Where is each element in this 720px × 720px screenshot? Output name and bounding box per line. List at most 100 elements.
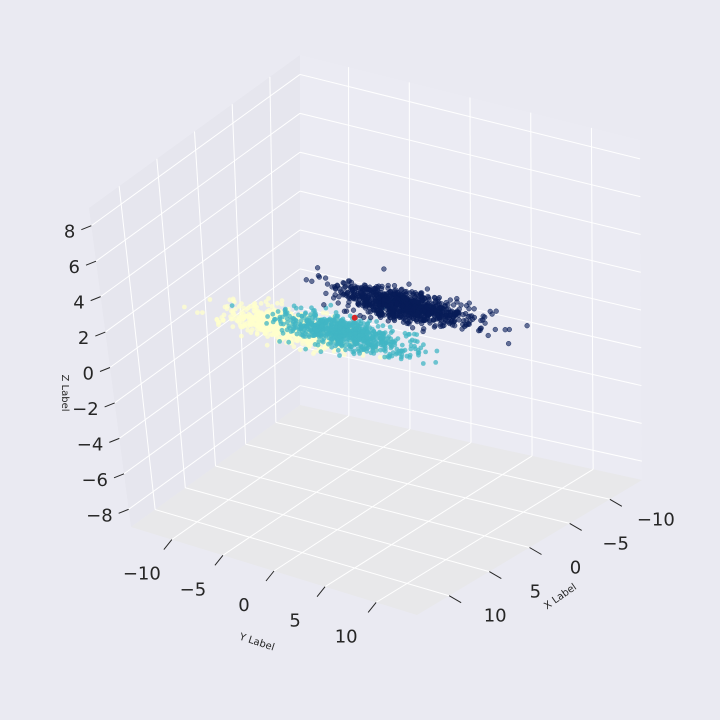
scatter-point bbox=[455, 312, 462, 318]
scatter-point bbox=[272, 316, 278, 322]
scatter-point bbox=[298, 332, 304, 337]
scatter-point bbox=[423, 304, 429, 310]
floor-grid-y bbox=[222, 428, 411, 556]
scatter-point bbox=[314, 328, 320, 334]
x-tick-label: 10 bbox=[484, 606, 507, 627]
scatter-point bbox=[370, 348, 376, 354]
scatter-point bbox=[234, 317, 240, 323]
scatter-point bbox=[275, 300, 280, 306]
scatter-point bbox=[367, 287, 373, 293]
scatter-point bbox=[316, 339, 322, 344]
scatter-point bbox=[291, 324, 296, 330]
scatter-point bbox=[261, 327, 266, 333]
scatter-point bbox=[399, 348, 405, 354]
x-tick-label: 5 bbox=[530, 582, 541, 603]
scatter-point bbox=[286, 339, 292, 345]
wall-grid-z bbox=[123, 346, 301, 475]
scatter-point bbox=[469, 313, 475, 319]
scatter-point bbox=[311, 333, 317, 338]
scatter-point bbox=[404, 353, 410, 359]
scatter-point bbox=[375, 324, 381, 329]
scatter-point bbox=[524, 323, 530, 329]
scatter-point bbox=[348, 279, 355, 286]
scatter-point bbox=[433, 360, 439, 365]
scatter-point bbox=[431, 324, 438, 330]
scatter-point bbox=[380, 323, 386, 329]
scatter-point bbox=[341, 285, 347, 291]
scatter-point bbox=[378, 340, 383, 346]
scatter-point bbox=[321, 302, 327, 308]
scatter-point bbox=[417, 316, 423, 322]
x-tick-label: −5 bbox=[602, 533, 629, 554]
scatter-point bbox=[320, 338, 325, 343]
z-tick bbox=[90, 296, 101, 302]
scatter-point bbox=[433, 303, 439, 309]
scatter-point bbox=[356, 285, 362, 291]
scatter-point bbox=[408, 343, 414, 349]
scatter-point bbox=[378, 292, 384, 298]
scatter-point bbox=[251, 301, 257, 307]
left-pane bbox=[89, 55, 300, 527]
scatter-point bbox=[378, 347, 383, 353]
scatter-point bbox=[328, 302, 334, 308]
scatter-point bbox=[388, 294, 395, 301]
wall-grid-z bbox=[114, 268, 301, 404]
scatter-point bbox=[386, 355, 392, 360]
scatter-point bbox=[358, 343, 363, 348]
wall-grid-z2 bbox=[299, 112, 641, 198]
scatter-point bbox=[419, 320, 425, 327]
scatter-point bbox=[307, 327, 313, 333]
y-tick-label: 10 bbox=[335, 626, 358, 647]
scatter-point bbox=[416, 352, 421, 358]
scatter-point bbox=[265, 314, 270, 319]
scatter-point bbox=[295, 338, 301, 344]
scatter-point bbox=[394, 350, 400, 356]
z-tick bbox=[85, 260, 97, 266]
scatter-point bbox=[350, 349, 356, 355]
scatter-point bbox=[264, 330, 270, 336]
scatter-point bbox=[324, 311, 330, 316]
scatter-point bbox=[357, 296, 363, 303]
scatter-point bbox=[404, 300, 410, 307]
scatter-point bbox=[447, 297, 453, 303]
scatter-point bbox=[335, 300, 341, 306]
scatter-point bbox=[310, 314, 316, 320]
scatter-point bbox=[391, 283, 398, 289]
scatter-point bbox=[392, 340, 397, 345]
scatter-point bbox=[368, 338, 374, 344]
x-tick bbox=[609, 498, 623, 507]
scatter-point bbox=[246, 314, 252, 320]
scatter-point bbox=[285, 336, 291, 341]
scatter-point bbox=[466, 321, 472, 327]
scatter-point bbox=[297, 347, 303, 353]
z-tick-label: 8 bbox=[64, 222, 75, 243]
x-tick bbox=[529, 547, 542, 555]
scatter-point bbox=[339, 342, 345, 348]
scatter-point bbox=[231, 311, 237, 317]
scatter-point bbox=[195, 310, 200, 315]
scatter-point bbox=[326, 341, 331, 347]
scatter-point bbox=[303, 310, 308, 316]
scatter-point bbox=[279, 327, 285, 333]
scatter-point bbox=[419, 290, 425, 296]
z-tick-label: 6 bbox=[69, 257, 80, 278]
scatter-point bbox=[282, 307, 288, 313]
scatter-point bbox=[331, 295, 337, 301]
scatter-point bbox=[502, 327, 508, 333]
scatter-point bbox=[338, 289, 344, 295]
scatter-point bbox=[228, 314, 234, 319]
x-tick bbox=[448, 595, 462, 604]
scatter-point bbox=[224, 306, 230, 312]
scatter-point bbox=[436, 295, 442, 301]
scatter-point bbox=[233, 306, 238, 312]
scatter-point bbox=[460, 321, 466, 327]
scatter-point bbox=[402, 317, 409, 323]
scatter-point bbox=[285, 320, 290, 325]
scatter-point bbox=[382, 354, 388, 360]
scatter-point bbox=[381, 266, 387, 272]
scatter-point bbox=[419, 297, 425, 303]
scatter-point bbox=[373, 298, 379, 305]
scatter-point bbox=[287, 313, 292, 319]
scatter-point bbox=[438, 323, 444, 330]
scatter-point bbox=[404, 305, 410, 311]
